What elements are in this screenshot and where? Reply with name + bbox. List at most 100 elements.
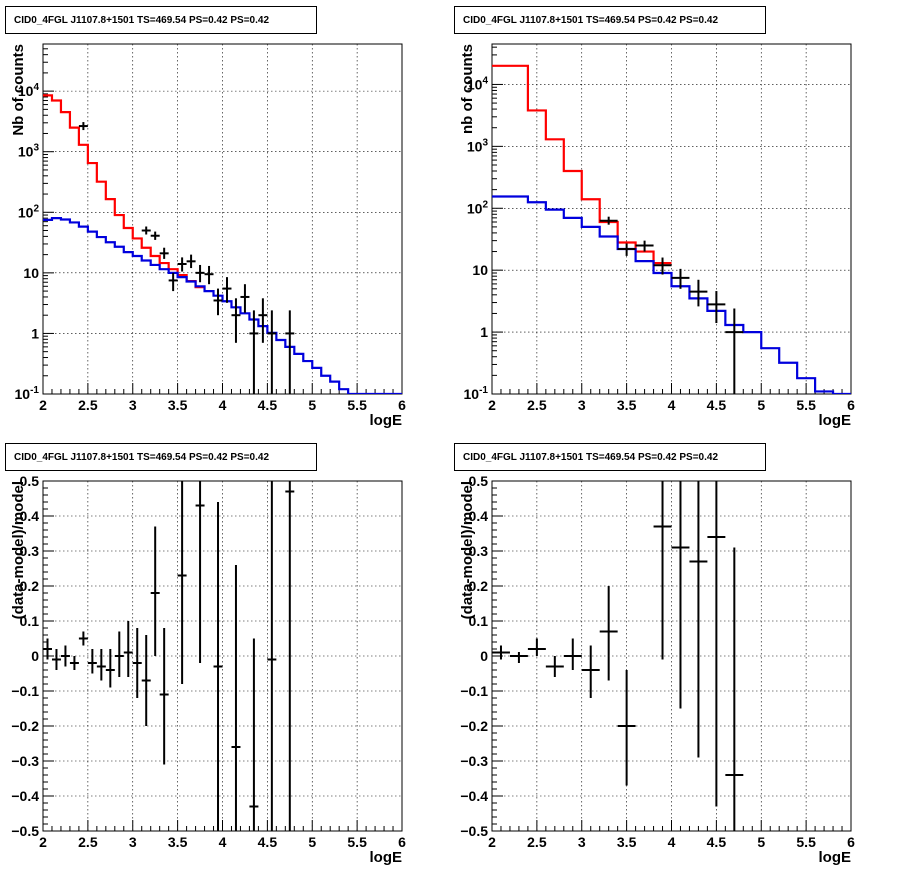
x-tick-label: 2.5 [78, 397, 98, 413]
x-tick-label: 5 [308, 834, 316, 850]
y-tick-label: 103 [467, 137, 489, 154]
data-point [581, 645, 600, 698]
data-point [132, 628, 142, 698]
model-step-red [43, 94, 205, 289]
data-point [267, 481, 277, 831]
x-tick-label: 4 [668, 397, 676, 413]
y-tick-label: 0.3 [20, 543, 40, 559]
chart-panel-1: 2 2.5 3 3.5 4 4.5 5 5.5 6 10-1 1 10 102 103 104 logE nb … [459, 43, 855, 429]
grid [492, 481, 851, 831]
y-tick-label: 0.1 [20, 613, 40, 629]
y-axis-title: nb of counts [459, 44, 476, 134]
panel-title-top-right: CID0_4FGL J1107.8+1501 TS=469.54 PS=0.42… [454, 6, 766, 34]
data-point [141, 635, 151, 726]
data-point [195, 481, 205, 663]
y-tick-label: −0.2 [11, 718, 39, 734]
data-point [725, 308, 744, 394]
y-tick-label: 1 [480, 324, 488, 340]
x-tick-label: 3.5 [168, 397, 188, 413]
y-tick-label: −0.3 [11, 753, 39, 769]
x-tick-label: 3 [129, 834, 137, 850]
ticks [42, 480, 403, 832]
data-point [186, 254, 196, 269]
y-tick-label: 0.3 [469, 543, 489, 559]
data-point [671, 268, 690, 289]
x-tick-label: 3.5 [168, 834, 188, 850]
data-point [168, 272, 178, 292]
data-point [599, 216, 618, 225]
x-tick-label: 6 [847, 397, 855, 413]
data-point [635, 240, 654, 252]
data-point [653, 257, 672, 275]
y-tick-label: 104 [18, 82, 40, 99]
data-point [671, 481, 690, 709]
data-point [725, 547, 744, 831]
chart-panel-3: 2 2.5 3 3.5 4 4.5 5 5.5 6 −0.5 −0.4 −0.3 −0.2 −0.1 0 0.… [459, 473, 855, 866]
grid [43, 44, 402, 394]
y-tick-label: 103 [18, 143, 40, 160]
x-tick-label: 5 [757, 397, 765, 413]
x-axis-title: logE [819, 849, 852, 866]
grid [43, 481, 402, 831]
y-axis-title: (data-model)/model [10, 481, 27, 619]
x-tick-label: 4.5 [707, 834, 727, 850]
x-tick-label: 2 [488, 397, 496, 413]
chart-panel-2: 2 2.5 3 3.5 4 4.5 5 5.5 6 −0.5 −0.4 −0.3 −0.2 −0.1 0 0.… [10, 473, 406, 866]
y-tick-label: 10 [23, 265, 39, 281]
x-tick-label: 2.5 [78, 834, 98, 850]
data-point [60, 645, 70, 667]
data-point [231, 298, 241, 343]
data-point [240, 284, 250, 313]
data-point [599, 586, 618, 681]
chart-panel-0: 2 2.5 3 3.5 4 4.5 5 5.5 6 10-1 1 10 102 103 104 logE Nb … [10, 43, 406, 429]
data-point [87, 649, 97, 674]
data-point [563, 638, 582, 670]
y-tick-label: −0.2 [460, 718, 488, 734]
y-tick-label: 102 [467, 199, 489, 216]
data-point [177, 481, 187, 684]
x-axis-title: logE [819, 412, 852, 429]
data-point [123, 621, 133, 677]
x-tick-label: 2 [39, 397, 47, 413]
x-tick-label: 4 [219, 834, 227, 850]
data-point [689, 279, 708, 307]
data-point [231, 565, 241, 831]
x-tick-label: 2 [39, 834, 47, 850]
data-point [159, 247, 169, 259]
y-tick-label: −0.4 [460, 788, 488, 804]
ticks [42, 43, 403, 395]
data-point [69, 656, 79, 670]
y-tick-label: 0.2 [20, 578, 40, 594]
y-tick-label: 104 [467, 75, 489, 92]
y-tick-label: 102 [18, 203, 40, 220]
y-tick-label: 0 [480, 648, 488, 664]
x-axis-title: logE [370, 412, 403, 429]
data-point [509, 652, 528, 663]
plot-area [43, 94, 402, 394]
data-point [195, 264, 205, 283]
y-tick-label: 0.2 [469, 578, 489, 594]
x-tick-label: 4.5 [707, 397, 727, 413]
y-tick-label: 10 [472, 262, 488, 278]
y-tick-label: 0.5 [20, 473, 40, 489]
grid [492, 44, 851, 394]
data-point [204, 265, 214, 285]
data-point [114, 631, 124, 677]
data-point [267, 310, 277, 394]
model-step-blue [43, 217, 402, 394]
data-point [150, 231, 160, 240]
x-tick-label: 4 [219, 397, 227, 413]
x-tick-label: 2 [488, 834, 496, 850]
x-tick-label: 3 [578, 397, 586, 413]
data-point [707, 481, 726, 807]
x-tick-label: 4.5 [258, 834, 278, 850]
data-point [285, 481, 295, 831]
x-tick-label: 6 [398, 834, 406, 850]
data-point [689, 481, 708, 758]
plot-area [492, 481, 744, 831]
y-axis-title: (data-model)/model [459, 481, 476, 619]
data-point [285, 310, 295, 394]
data-point [105, 649, 115, 688]
data-point [141, 226, 151, 235]
